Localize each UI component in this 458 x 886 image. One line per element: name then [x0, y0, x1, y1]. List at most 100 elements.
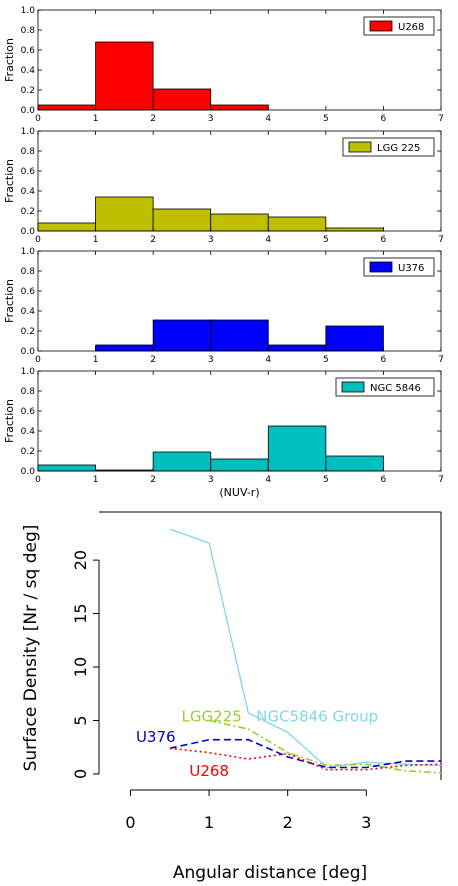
y-axis-label: Fraction: [3, 38, 16, 82]
histogram-panel: 0 1 2 3 4 5 6 7 0.0 0.2 0.4 0.6 0.8 1.0 Fraction U376: [3, 247, 444, 365]
x-tick-label: 3: [361, 813, 371, 832]
histogram-bar: [37, 464, 96, 472]
y-axis-label: Fraction: [3, 279, 16, 323]
axes-frame: [37, 130, 442, 232]
histogram-bar: [267, 425, 327, 472]
x-tick-label: 7: [438, 475, 444, 485]
histogram-bar: [152, 208, 212, 232]
legend-swatch: [369, 20, 393, 32]
y-tick-label: 5: [71, 715, 90, 725]
y-tick-label: 15: [71, 603, 90, 623]
x-axis-label: Angular distance [deg]: [173, 863, 367, 883]
series-annotation: U268: [189, 762, 229, 780]
histogram-bar: [95, 344, 154, 352]
x-tick-label: 5: [323, 114, 329, 124]
x-tick-label: 2: [283, 813, 293, 832]
y-tick-label: 0.6: [21, 167, 36, 177]
legend: NGC 5846: [335, 377, 435, 397]
y-tick-label: 0.6: [21, 287, 36, 297]
histogram-panel: 0 1 2 3 4 5 6 7 0.0 0.2 0.4 0.6 0.8 1.0 Fraction (NUV-r…: [3, 367, 444, 499]
y-tick-label: 0.2: [21, 86, 35, 96]
x-tick-label: 6: [381, 114, 387, 124]
x-axis-label: (NUV-r): [219, 486, 259, 499]
x-tick-label: 1: [93, 114, 99, 124]
x-tick-label: 3: [208, 114, 214, 124]
y-tick-label: 0.2: [21, 207, 35, 217]
y-axis-label: Fraction: [3, 399, 16, 443]
histogram-bar: [95, 41, 154, 111]
histogram-bar: [325, 455, 384, 472]
y-tick-label: 0.0: [21, 467, 36, 477]
y-axis-label: Surface Density [Nr / sq deg]: [21, 525, 41, 772]
histogram-bar: [210, 104, 269, 111]
histogram-bar: [152, 451, 212, 472]
legend-label: NGC 5846: [370, 383, 421, 394]
x-tick-label: 3: [208, 475, 214, 485]
x-tick-label: 5: [323, 235, 329, 245]
x-tick-label: 4: [265, 475, 271, 485]
histogram-bar: [152, 319, 212, 352]
x-tick-label: 6: [381, 235, 387, 245]
y-tick-label: 0.2: [21, 447, 35, 457]
histogram-bar: [325, 325, 384, 352]
y-tick-label: 0.2: [21, 327, 35, 337]
x-tick-label: 6: [381, 355, 387, 365]
y-tick-label: 0.4: [21, 66, 36, 76]
x-tick-label: 6: [381, 475, 387, 485]
y-tick-label: 0.8: [21, 267, 36, 277]
x-tick-label: 7: [438, 235, 444, 245]
series-line: [169, 747, 442, 771]
y-tick-label: 0.8: [21, 26, 36, 36]
y-tick-label: 0.6: [21, 407, 36, 417]
y-tick-label: 1.0: [21, 127, 36, 137]
y-tick-label: 0.0: [21, 347, 36, 357]
y-tick-label: 0.8: [21, 387, 36, 397]
series-line: [169, 738, 441, 769]
histogram-bar: [37, 104, 96, 111]
legend-label: LGG 225: [377, 143, 420, 154]
y-tick-label: 0: [71, 769, 90, 779]
x-tick-label: 1: [93, 355, 99, 365]
y-tick-label: 1.0: [21, 247, 36, 257]
y-tick-label: 0.4: [21, 427, 36, 437]
y-tick-label: 1.0: [21, 6, 36, 16]
x-tick-label: 2: [150, 475, 156, 485]
legend-label: U376: [398, 263, 424, 274]
x-tick-label: 0: [35, 114, 41, 124]
x-tick-label: 3: [208, 235, 214, 245]
y-axis-label: Fraction: [3, 159, 16, 203]
x-tick-label: 0: [35, 235, 41, 245]
series-annotation: LGG225: [182, 708, 242, 726]
series-line: [169, 528, 442, 769]
histogram-bar: [210, 213, 269, 232]
legend-label: U268: [398, 22, 424, 33]
line-chart: 0 5 10 15 20 0 1 2 3 Angular distance [deg] Surfac…: [21, 511, 442, 883]
x-tick-label: 1: [93, 235, 99, 245]
legend: LGG 225: [342, 137, 435, 157]
y-tick-label: 0.8: [21, 147, 36, 157]
histogram-bar: [210, 458, 269, 472]
axes-frame: [37, 250, 442, 352]
y-tick-label: 10: [71, 657, 90, 677]
histogram-bar: [95, 196, 154, 232]
x-tick-label: 5: [323, 355, 329, 365]
x-tick-label: 5: [323, 475, 329, 485]
x-tick-label: 7: [438, 355, 444, 365]
legend: U376: [363, 257, 435, 277]
histogram-bar: [37, 222, 96, 232]
y-tick-label: 20: [71, 550, 90, 570]
x-tick-label: 2: [150, 355, 156, 365]
series-annotation: U376: [136, 728, 176, 746]
x-tick-label: 4: [265, 114, 271, 124]
histogram-panel: 0 1 2 3 4 5 6 7 0.0 0.2 0.4 0.6 0.8 1.0 Fraction U268: [3, 6, 444, 124]
x-tick-label: 1: [204, 813, 214, 832]
x-tick-label: 7: [438, 114, 444, 124]
histogram-bar: [210, 319, 269, 352]
y-tick-label: 0.6: [21, 46, 36, 56]
legend-swatch: [369, 261, 393, 273]
x-tick-label: 0: [35, 355, 41, 365]
x-tick-label: 2: [150, 235, 156, 245]
axes-frame: [37, 9, 442, 111]
y-tick-label: 0.0: [21, 106, 36, 116]
